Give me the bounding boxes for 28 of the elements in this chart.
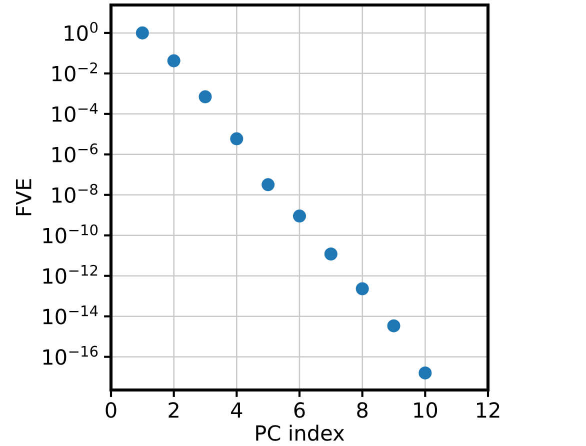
y-tick-label: 10$^{−10}$ bbox=[43, 224, 98, 244]
y-tick-label: 10$^{0}$ bbox=[64, 22, 98, 41]
x-tick-label: 6 bbox=[294, 402, 305, 418]
point bbox=[387, 319, 400, 332]
point bbox=[230, 132, 244, 146]
point bbox=[292, 210, 306, 223]
x-tick-label: 2 bbox=[168, 402, 178, 418]
x-tick-label: 12 bbox=[477, 402, 500, 418]
x-axis-title: PC index bbox=[256, 424, 344, 441]
y-tick-label: 10$^{−6}$ bbox=[52, 143, 98, 162]
y-tick-label: 10$^{−2}$ bbox=[52, 62, 97, 82]
y-tick-label: 10$^{−8}$ bbox=[52, 184, 98, 203]
y-tick-label: 10$^{−14}$ bbox=[43, 306, 98, 324]
y-tick-label: 10$^{−16}$ bbox=[43, 346, 98, 365]
point bbox=[198, 90, 212, 104]
x-tick-label: 0 bbox=[106, 402, 116, 418]
x-tick-label: 10 bbox=[414, 402, 438, 418]
point bbox=[324, 248, 338, 261]
point bbox=[356, 282, 369, 296]
x-tick-label: 8 bbox=[357, 402, 368, 418]
y-tick-label: 10$^{−12}$ bbox=[43, 264, 98, 284]
point bbox=[262, 178, 275, 192]
y-axis-title: FVE bbox=[16, 179, 32, 216]
point bbox=[136, 26, 149, 40]
point bbox=[167, 54, 180, 68]
y-tick-label: 10$^{−4}$ bbox=[52, 103, 98, 122]
x-tick-label: 4 bbox=[231, 402, 242, 418]
point bbox=[418, 366, 432, 380]
